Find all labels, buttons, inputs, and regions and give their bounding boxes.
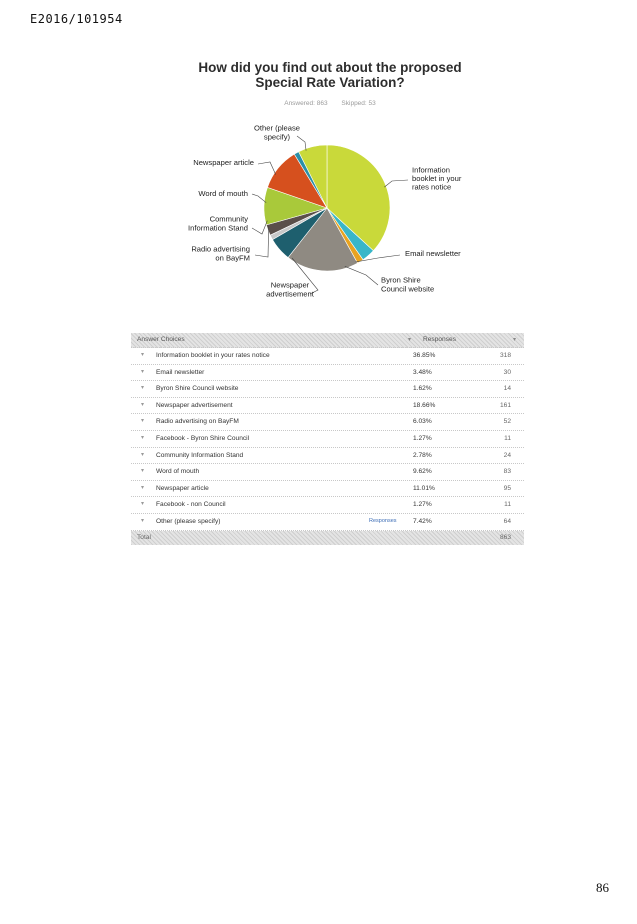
row-expand-icon[interactable]: ▾ <box>141 352 145 358</box>
answered-count: Answered: 863 <box>284 100 328 107</box>
header-answer-choices: Answer Choices <box>137 336 185 343</box>
callout-leader-line <box>291 257 319 295</box>
row-expand-icon[interactable]: ▾ <box>141 434 145 441</box>
skipped-count: Skipped: 53 <box>341 100 376 107</box>
footer-label: Total <box>137 533 151 541</box>
chart-title-line-2: Special Rate Variation? <box>255 75 405 90</box>
sort-choices-caret-icon[interactable]: ▾ <box>408 337 412 343</box>
row-answer-label: Byron Shire Council website <box>156 385 239 393</box>
row-percent: 2.78% <box>413 451 432 459</box>
callout-leader-line <box>257 161 277 175</box>
table-row: ▾ Newspaper advertisement 18.66% 161 <box>131 398 524 415</box>
table-row: ▾ Facebook - non Council 1.27% 11 <box>131 497 524 514</box>
slice-callout-label: Other (please specify) <box>254 124 300 142</box>
sort-responses-caret-icon[interactable]: ▾ <box>512 337 516 343</box>
row-count: 30 <box>503 368 511 376</box>
document-reference: E2016/101954 <box>30 12 123 26</box>
slice-callout-label: Community Information Stand <box>188 215 248 233</box>
row-answer-label: Other (please specify) <box>156 517 221 525</box>
row-answer-label: Community Information Stand <box>156 451 244 459</box>
chart-title-line-1: How did you find out about the proposed <box>198 60 462 75</box>
row-percent: 3.48% <box>413 368 432 376</box>
response-summary: Answered: 863 Skipped: 53 <box>150 100 510 107</box>
row-expand-icon[interactable]: ▾ <box>141 517 145 524</box>
responses-link[interactable]: Responses <box>369 517 397 524</box>
row-expand-icon[interactable]: ▾ <box>141 418 145 425</box>
pie-slice <box>298 144 328 209</box>
row-percent: 36.85% <box>413 352 436 359</box>
row-count: 83 <box>503 468 511 476</box>
row-expand-icon[interactable]: ▾ <box>141 501 145 508</box>
table-header: Answer Choices ▾ Responses ▾ <box>131 333 524 348</box>
callout-leader-line <box>251 193 267 203</box>
row-expand-icon[interactable]: ▾ <box>141 385 145 392</box>
pie-chart: Information booklet in your rates notice Em… <box>188 124 462 299</box>
row-percent: 18.66% <box>413 401 436 409</box>
pie-slice <box>287 207 358 272</box>
table-row: ▾ Other (please specify) Responses 7.42% 64 <box>131 514 524 531</box>
row-expand-icon[interactable]: ▾ <box>141 468 145 475</box>
row-answer-label: Facebook - Byron Shire Council <box>156 434 250 442</box>
row-answer-label: Newspaper article <box>156 484 209 492</box>
callout-leader-line <box>344 266 379 286</box>
callout-leader-line <box>296 135 307 151</box>
slice-callout-label: Email newsletter <box>405 249 461 258</box>
row-answer-label: Word of mouth <box>156 468 200 476</box>
row-answer-label: Facebook - non Council <box>156 501 226 509</box>
header-responses: Responses <box>423 336 456 343</box>
page-number: 86 <box>596 880 609 895</box>
row-expand-icon[interactable]: ▾ <box>141 401 145 408</box>
row-count: 11 <box>504 501 511 509</box>
footer-total: 863 <box>499 533 511 541</box>
table-row: ▾ Newspaper article 11.01% 95 <box>131 481 524 498</box>
table-footer: Total 863 <box>131 530 524 545</box>
row-expand-icon[interactable]: ▾ <box>141 368 145 375</box>
row-answer-label: Email newsletter <box>156 368 205 376</box>
table-row: ▾ Information booklet in your rates notic… <box>131 348 524 365</box>
row-answer-label: Radio advertising on BayFM <box>156 418 239 426</box>
row-percent: 1.62% <box>413 385 432 393</box>
callout-leader-line <box>384 179 409 188</box>
slice-callout-label: Newspaper advertisement <box>266 281 315 299</box>
row-count: 64 <box>503 517 511 525</box>
table-row: ▾ Byron Shire Council website 1.62% 14 <box>131 381 524 398</box>
table-row: ▾ Email newsletter 3.48% 30 <box>131 365 524 382</box>
slice-callout-label: Word of mouth <box>198 189 248 198</box>
table-row: ▾ Word of mouth 9.62% 83 <box>131 464 524 481</box>
row-percent: 6.03% <box>413 418 432 426</box>
table-row: ▾ Community Information Stand 2.78% 24 <box>131 448 524 465</box>
slice-callout-label: Byron Shire Council website <box>381 276 434 294</box>
slice-callout-label: Newspaper article <box>193 158 254 167</box>
slice-callout-label: Radio advertising on BayFM <box>191 245 250 263</box>
callout-leader-line <box>355 254 401 263</box>
callout-leader-line <box>254 225 269 258</box>
row-percent: 1.27% <box>413 434 432 442</box>
table-row: ▾ Facebook - Byron Shire Council 1.27% 11 <box>131 431 524 448</box>
row-count: 24 <box>503 451 511 459</box>
row-count: 318 <box>499 352 511 359</box>
row-count: 11 <box>504 434 511 442</box>
row-percent: 1.27% <box>413 501 432 509</box>
table-row: ▾ Radio advertising on BayFM 6.03% 52 <box>131 414 524 431</box>
callout-leader-line <box>251 220 268 235</box>
row-count: 161 <box>499 401 511 409</box>
row-expand-icon[interactable]: ▾ <box>141 484 145 491</box>
pie-slice <box>326 144 391 252</box>
row-count: 52 <box>503 418 511 426</box>
row-percent: 11.01% <box>413 484 435 492</box>
row-expand-icon[interactable]: ▾ <box>141 451 145 458</box>
row-count: 14 <box>503 385 511 393</box>
row-count: 95 <box>503 484 511 492</box>
row-percent: 9.62% <box>413 468 432 476</box>
chart-title: How did you find out about the proposed … <box>150 60 510 90</box>
table-body: ▾ Information booklet in your rates notic… <box>131 348 524 531</box>
responses-table: Answer Choices ▾ Responses ▾ ▾ Informatio… <box>131 333 524 545</box>
slice-callout-label: Information booklet in your rates notice <box>412 165 462 191</box>
row-answer-label: Newspaper advertisement <box>156 401 233 409</box>
row-percent: 7.42% <box>413 517 432 525</box>
row-answer-label: Information booklet in your rates notice <box>156 352 270 359</box>
